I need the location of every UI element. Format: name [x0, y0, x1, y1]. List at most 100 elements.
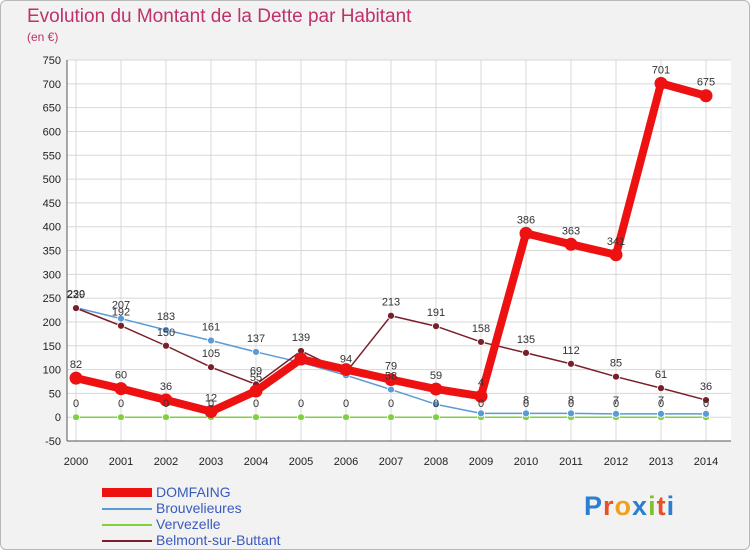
x-tick-label: 2008 — [424, 456, 448, 468]
y-tick-label: 300 — [43, 269, 61, 281]
data-point-belmont-sur-buttant — [657, 384, 665, 393]
data-label-vervezelle: 0 — [343, 398, 349, 410]
data-label-vervezelle: 0 — [388, 398, 394, 410]
data-label-vervezelle: 0 — [118, 398, 124, 410]
y-tick-label: 350 — [43, 246, 61, 258]
legend-label-domfaing: DOMFAING — [156, 484, 231, 500]
data-point-domfaing — [294, 352, 308, 366]
data-point-domfaing — [699, 89, 713, 103]
y-tick-label: 450 — [43, 198, 61, 210]
data-point-domfaing — [249, 384, 263, 398]
data-label-domfaing: 386 — [517, 214, 535, 226]
data-label-belmont-sur-buttant: 213 — [382, 297, 400, 309]
data-label-domfaing: 701 — [652, 64, 670, 76]
data-label-domfaing: 4 — [478, 377, 484, 389]
data-label-vervezelle: 0 — [703, 398, 709, 410]
data-point-domfaing — [519, 226, 533, 240]
data-point-belmont-sur-buttant — [612, 372, 620, 381]
data-point-domfaing — [204, 404, 218, 418]
data-point-domfaing — [654, 76, 668, 90]
data-point-brouvelieures — [612, 409, 620, 418]
data-point-belmont-sur-buttant — [702, 396, 710, 404]
proxiti-logo: Proxiti — [584, 491, 676, 521]
x-tick-label: 2005 — [289, 456, 313, 468]
data-point-domfaing — [114, 382, 128, 396]
x-tick-label: 2011 — [559, 456, 583, 468]
x-tick-label: 2006 — [334, 456, 358, 468]
data-label-domfaing: 59 — [430, 370, 442, 382]
data-point-brouvelieures — [162, 326, 170, 334]
data-point-belmont-sur-buttant — [522, 348, 530, 357]
data-label-domfaing: 12 — [205, 392, 217, 404]
data-point-domfaing — [159, 393, 173, 407]
data-point-domfaing — [69, 371, 83, 385]
data-point-domfaing — [384, 373, 398, 387]
data-label-vervezelle: 0 — [658, 398, 664, 410]
data-label-brouvelieures: 207 — [112, 300, 130, 312]
data-label-domfaing: 79 — [385, 361, 397, 373]
data-point-brouvelieures — [522, 409, 530, 418]
data-point-brouvelieures — [477, 409, 485, 418]
x-tick-label: 2000 — [64, 456, 88, 468]
data-point-brouvelieures — [432, 400, 440, 409]
data-label-belmont-sur-buttant: 61 — [655, 369, 667, 381]
data-label-domfaing: 82 — [70, 359, 82, 371]
legend-label-brouvelieures: Brouvelieures — [156, 500, 242, 516]
data-label-belmont-sur-buttant: 150 — [157, 327, 175, 339]
data-label-vervezelle: 0 — [478, 398, 484, 410]
data-label-belmont-sur-buttant: 158 — [472, 323, 490, 335]
y-tick-label: 550 — [43, 150, 61, 162]
y-tick-label: 600 — [43, 126, 61, 138]
data-label-vervezelle: 0 — [73, 398, 79, 410]
data-label-domfaing: 36 — [160, 381, 172, 393]
data-point-vervezelle — [162, 413, 170, 422]
y-tick-label: 700 — [43, 79, 61, 91]
x-tick-label: 2001 — [109, 456, 133, 468]
x-tick-label: 2013 — [649, 456, 673, 468]
data-label-vervezelle: 0 — [253, 398, 259, 410]
y-tick-label: 650 — [43, 103, 61, 115]
x-tick-label: 2007 — [379, 456, 403, 468]
data-label-vervezelle: 0 — [568, 398, 574, 410]
x-tick-label: 2012 — [604, 456, 628, 468]
data-point-brouvelieures — [207, 336, 215, 345]
data-label-vervezelle: 0 — [163, 398, 169, 410]
data-point-brouvelieures — [657, 409, 665, 418]
data-point-domfaing — [474, 389, 488, 403]
data-point-brouvelieures — [702, 409, 710, 418]
data-label-domfaing: 363 — [562, 225, 580, 237]
data-label-vervezelle: 0 — [298, 398, 304, 410]
legend-label-belmont: Belmont-sur-Buttant — [156, 532, 281, 548]
data-point-domfaing — [429, 382, 443, 396]
x-tick-label: 2010 — [514, 456, 538, 468]
y-tick-label: 200 — [43, 317, 61, 329]
x-tick-label: 2009 — [469, 456, 493, 468]
legend-label-vervezelle: Vervezelle — [156, 516, 221, 532]
data-point-belmont-sur-buttant — [477, 338, 485, 346]
data-label-belmont-sur-buttant: 139 — [292, 332, 310, 344]
data-label-domfaing: 675 — [697, 77, 715, 89]
data-label-belmont-sur-buttant: 112 — [562, 345, 580, 357]
data-label-domfaing: 55 — [250, 372, 262, 384]
y-tick-label: 50 — [49, 388, 61, 400]
data-point-belmont-sur-buttant — [567, 359, 575, 368]
data-label-domfaing: 341 — [607, 236, 625, 248]
data-point-domfaing — [609, 248, 623, 262]
y-tick-label: 400 — [43, 222, 61, 234]
data-label-belmont-sur-buttant: 105 — [202, 348, 220, 360]
data-label-belmont-sur-buttant: 36 — [700, 381, 712, 393]
data-label-brouvelieures: 161 — [202, 322, 220, 334]
data-label-belmont-sur-buttant: 94 — [340, 353, 352, 365]
data-point-vervezelle — [117, 413, 125, 422]
legend-swatch-vervezelle — [102, 524, 152, 526]
legend-swatch-brouvelieures — [102, 508, 152, 510]
data-point-vervezelle — [432, 413, 440, 422]
data-label-vervezelle: 0 — [523, 398, 529, 410]
y-tick-label: 500 — [43, 174, 61, 186]
data-point-brouvelieures — [252, 348, 260, 356]
y-tick-label: 100 — [43, 365, 61, 377]
data-point-domfaing — [564, 237, 578, 251]
data-point-vervezelle — [342, 413, 350, 422]
data-label-brouvelieures: 230 — [67, 289, 85, 301]
